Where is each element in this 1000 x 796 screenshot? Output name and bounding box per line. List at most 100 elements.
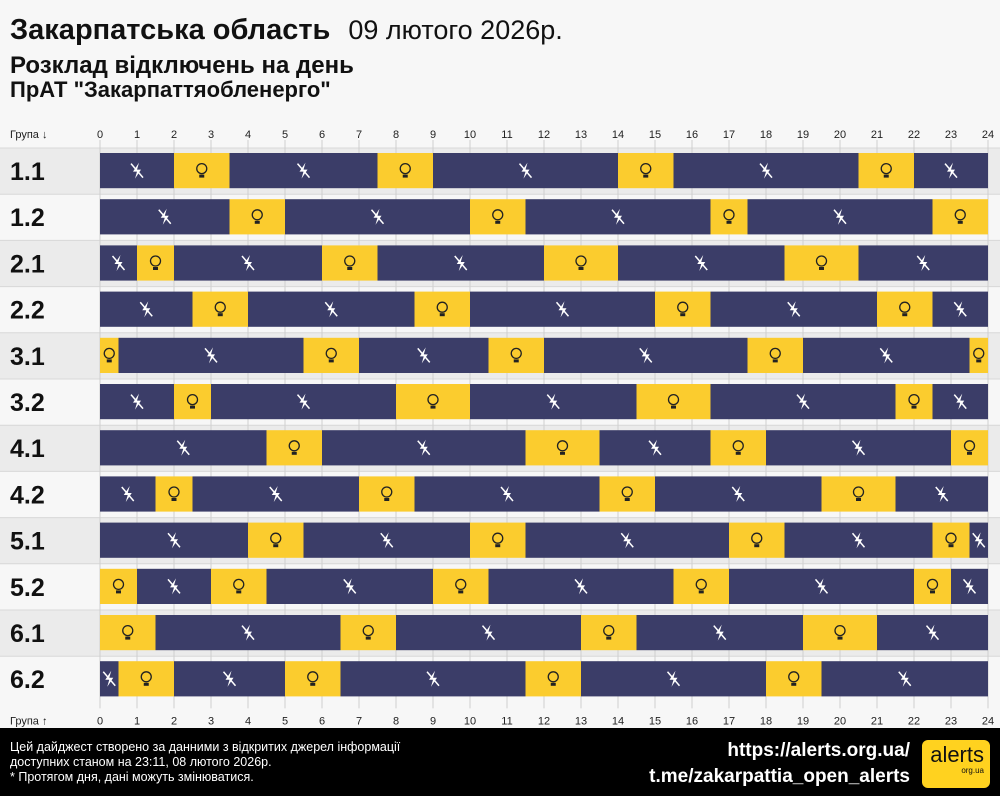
group-label: 3.1 — [10, 343, 45, 371]
power-off-icon-slash — [324, 301, 338, 317]
subtitle: Розклад відключень на день — [10, 52, 354, 79]
website-link[interactable]: https://alerts.org.ua/ — [727, 740, 910, 761]
power-off-icon-slash — [121, 486, 135, 502]
x-tick-label-top: 17 — [723, 129, 735, 141]
power-off-icon-slash — [925, 625, 940, 641]
light-bulb-icon-base — [726, 220, 732, 224]
region-title: Закарпатська область — [10, 14, 331, 46]
light-bulb-icon-base — [643, 174, 649, 178]
power-on-bar — [192, 291, 248, 327]
x-tick-label-bottom: 7 — [356, 715, 362, 727]
power-off-icon-slash — [944, 163, 958, 179]
light-bulb-icon — [603, 624, 615, 637]
x-tick-label-top: 11 — [501, 129, 512, 141]
group-label: 2.2 — [10, 297, 45, 325]
telegram-link[interactable]: t.me/zakarpattia_open_alerts — [649, 766, 910, 787]
power-on-bar — [100, 337, 119, 373]
power-off-icon-slash — [130, 394, 144, 410]
x-tick-label-top: 22 — [908, 129, 920, 141]
x-tick-label-top: 7 — [356, 129, 362, 141]
light-bulb-icon-base — [458, 590, 464, 594]
light-bulb-icon — [667, 393, 680, 406]
x-tick-label-bottom: 10 — [464, 715, 476, 727]
light-bulb-icon — [427, 393, 439, 406]
light-bulb-icon-base — [384, 498, 390, 501]
light-bulb-icon — [880, 162, 892, 175]
x-tick-label-bottom: 8 — [393, 715, 399, 727]
x-tick-label-top: 2 — [171, 129, 177, 141]
light-bulb-icon-base — [190, 405, 195, 409]
light-bulb-icon-base — [791, 682, 797, 686]
power-on-bar — [525, 430, 600, 466]
light-bulb-icon — [122, 624, 134, 637]
power-off-icon-slash — [851, 440, 866, 456]
x-tick-label-bottom: 12 — [538, 715, 550, 727]
power-off-icon-slash — [972, 532, 986, 548]
light-bulb-icon-base — [199, 174, 205, 178]
light-bulb-icon-base — [772, 359, 778, 363]
power-on-bar — [877, 291, 933, 327]
x-tick-label-bottom: 17 — [723, 715, 735, 727]
x-tick-label-top: 18 — [760, 129, 772, 141]
light-bulb-icon — [140, 671, 152, 683]
light-bulb-icon-base — [967, 451, 972, 455]
light-bulb-icon-base — [153, 267, 158, 270]
power-off-icon-slash — [787, 301, 801, 317]
power-on-bar — [914, 568, 951, 604]
schedule-date: 09 лютого 2026р. — [348, 15, 563, 45]
group-label: 4.1 — [10, 435, 45, 463]
x-tick-label-bottom: 11 — [501, 715, 512, 727]
power-off-icon-slash — [518, 163, 533, 179]
power-on-bar — [414, 291, 470, 327]
light-bulb-icon — [492, 209, 504, 221]
x-tick-label-bottom: 20 — [834, 715, 846, 727]
power-on-bar — [618, 153, 674, 189]
power-off-icon-slash — [546, 394, 560, 410]
x-tick-label-bottom: 22 — [908, 715, 920, 727]
power-on-bar — [396, 384, 470, 420]
power-off-icon-slash — [343, 578, 357, 594]
light-bulb-icon-base — [236, 590, 242, 594]
power-on-bar — [784, 245, 859, 281]
power-off-icon-slash — [167, 532, 181, 548]
power-on-bar — [322, 245, 378, 281]
x-tick-label-top: 24 — [982, 129, 994, 141]
power-off-icon-slash — [370, 209, 385, 225]
power-off-icon-slash — [935, 486, 949, 502]
group-label: 5.1 — [10, 528, 45, 556]
axis-label-top: Група ↓ — [10, 129, 47, 141]
group-label: 4.2 — [10, 481, 45, 509]
light-bulb-icon-base — [624, 498, 630, 501]
power-on-bar — [488, 337, 544, 373]
note-line-2: доступних станом на 23:11, 08 лютого 202… — [10, 755, 272, 769]
x-tick-label-top: 14 — [612, 129, 624, 141]
x-tick-label-top: 16 — [686, 129, 698, 141]
x-tick-label-bottom: 4 — [245, 715, 251, 727]
power-off-icon-slash — [648, 440, 662, 456]
group-label: 1.1 — [10, 158, 45, 186]
power-on-bar — [581, 615, 637, 651]
power-on-bar — [710, 430, 766, 466]
light-bulb-icon — [103, 347, 115, 360]
light-bulb-icon — [852, 486, 865, 498]
light-bulb-icon-base — [578, 267, 584, 270]
power-off-icon-slash — [176, 440, 190, 456]
power-on-bar — [747, 337, 803, 373]
power-off-icon-slash — [953, 301, 967, 317]
light-bulb-icon — [399, 162, 411, 175]
light-bulb-icon-base — [430, 405, 436, 409]
x-tick-label-top: 3 — [208, 129, 214, 141]
light-bulb-icon-base — [217, 313, 223, 317]
x-tick-label-top: 15 — [649, 129, 661, 141]
power-off-icon-slash — [380, 532, 394, 548]
light-bulb-icon — [214, 301, 226, 313]
power-on-bar — [229, 199, 285, 235]
x-tick-label-top: 8 — [393, 129, 399, 141]
power-off-icon-slash — [241, 255, 255, 271]
light-bulb-icon-base — [698, 590, 704, 594]
note-line-1: Цей дайджест створено за данними з відкр… — [10, 740, 401, 754]
power-on-bar — [211, 568, 267, 604]
x-tick-label-bottom: 14 — [612, 715, 624, 727]
power-on-bar — [174, 153, 230, 189]
light-bulb-icon — [621, 486, 633, 498]
